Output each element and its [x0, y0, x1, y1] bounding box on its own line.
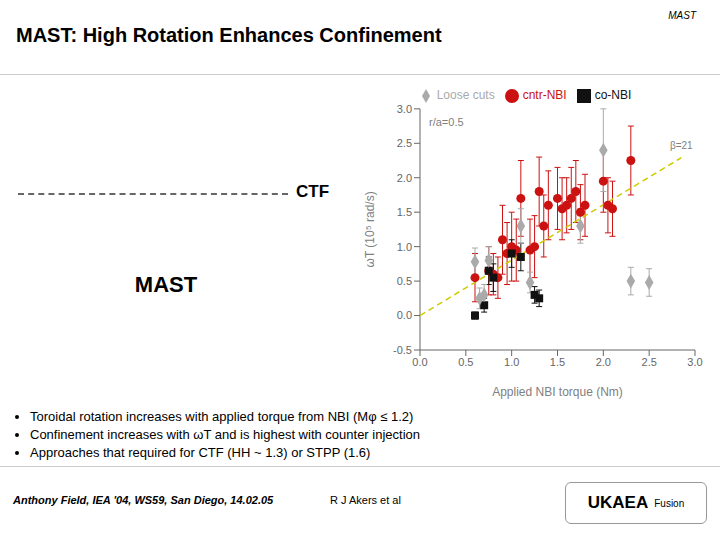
- svg-text:0.5: 0.5: [458, 356, 473, 368]
- html-text:CTF: CTF: [296, 182, 329, 201]
- html-text:Loose cuts: Loose cuts: [436, 88, 495, 102]
- html-text:MAST: High Rotation Enhances C: MAST: High Rotation Enhances Confinement: [16, 24, 442, 46]
- svg-text:Applied NBI torque (Nm): Applied NBI torque (Nm): [492, 385, 623, 399]
- html-text:Confinement increases with ωT: Confinement increases with ωT and is hig…: [30, 427, 420, 442]
- html-text:MAST: MAST: [668, 10, 696, 21]
- html-text:UKAEA Fusion: UKAEA Fusion: [587, 493, 685, 512]
- html-text:cntr-NBI: cntr-NBI: [522, 88, 567, 102]
- svg-text:1.5: 1.5: [550, 356, 565, 368]
- html-text:co-NBI: co-NBI: [594, 88, 632, 102]
- svg-text:0.5: 0.5: [397, 275, 412, 287]
- svg-text:β=21: β=21: [670, 140, 693, 151]
- html-text:Approaches that required for C: Approaches that required for CTF (HH ~ 1…: [30, 445, 371, 460]
- svg-text:2.0: 2.0: [397, 172, 412, 184]
- svg-text:2.0: 2.0: [596, 356, 611, 368]
- svg-text:-0.5: -0.5: [393, 344, 412, 356]
- svg-text:r/a=0.5: r/a=0.5: [429, 116, 464, 128]
- svg-text:1.5: 1.5: [397, 206, 412, 218]
- html-text:Toroidal rotation increases wi: Toroidal rotation increases with applied…: [30, 409, 414, 424]
- svg-text:2.5: 2.5: [397, 137, 412, 149]
- svg-text:1.0: 1.0: [397, 241, 412, 253]
- html-text:R J Akers et al: R J Akers et al: [330, 494, 401, 506]
- svg-text:3.0: 3.0: [687, 356, 702, 368]
- html-text:Anthony Field, IEA '04, WS59,: Anthony Field, IEA '04, WS59, San Diego,…: [13, 494, 274, 506]
- svg-text:0.0: 0.0: [412, 356, 427, 368]
- svg-text:3.0: 3.0: [397, 103, 412, 115]
- svg-text:1.0: 1.0: [504, 356, 519, 368]
- svg-text:2.5: 2.5: [642, 356, 657, 368]
- html-text:MAST: MAST: [134, 272, 198, 297]
- svg-text:0.0: 0.0: [397, 309, 412, 321]
- svg-text:ωT (10⁵ rad/s): ωT (10⁵ rad/s): [363, 191, 377, 267]
